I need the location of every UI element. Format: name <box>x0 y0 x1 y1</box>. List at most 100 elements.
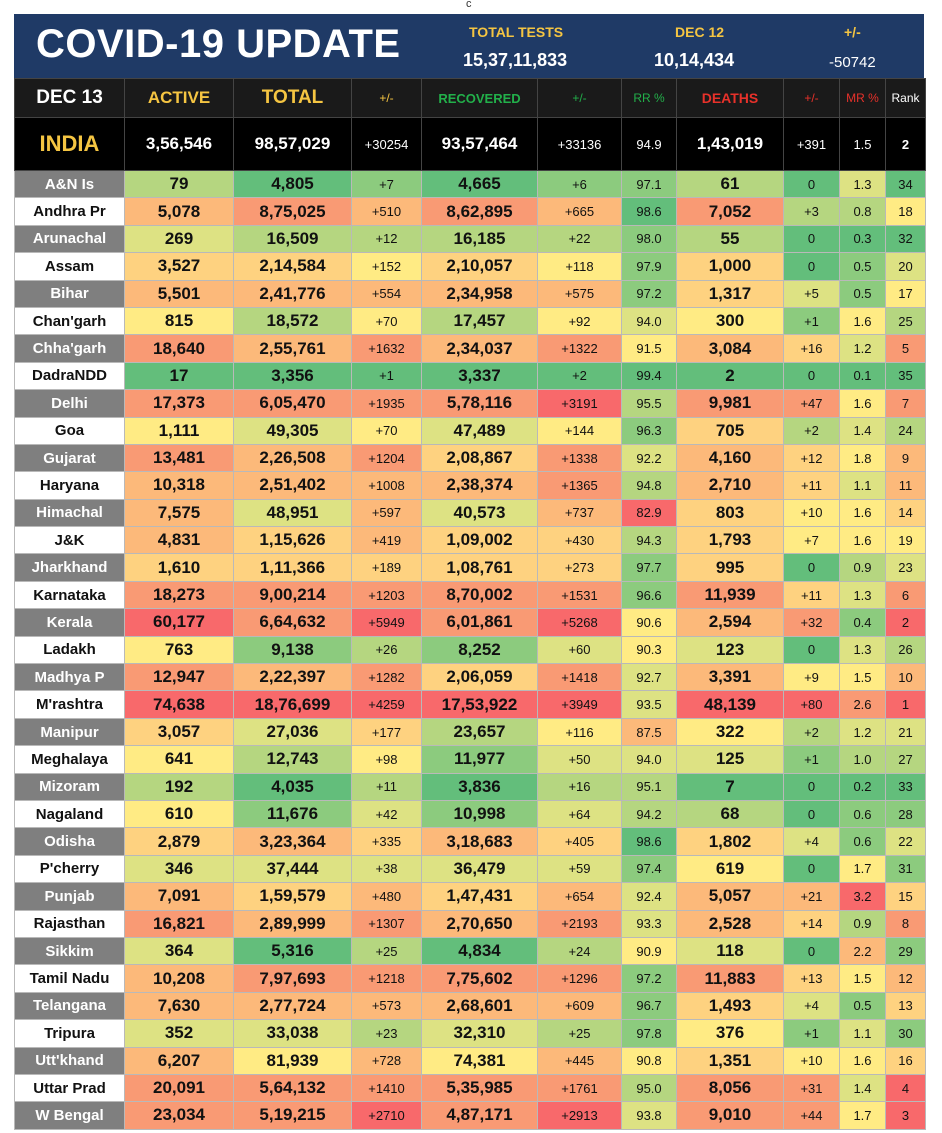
rank-cell: 23 <box>885 553 926 582</box>
total-cell: 3,23,364 <box>233 827 352 856</box>
rank-cell: 30 <box>885 1019 926 1048</box>
table-row: A&N Is 79 4,805 +7 4,665 +6 97.1 61 0 1.3 34 <box>14 169 926 199</box>
total-change-cell: +419 <box>351 526 422 555</box>
mr-cell: 1.6 <box>839 498 886 528</box>
rank-cell: 29 <box>885 936 926 966</box>
mr-cell: 1.6 <box>839 389 886 418</box>
table-row: Nagaland 610 11,676 +42 10,998 +64 94.2 68 0 0.6 2… <box>14 799 926 829</box>
total-change-cell: +5949 <box>351 608 422 637</box>
state-cell: Tamil Nadu <box>14 964 125 993</box>
total-change-cell: +1632 <box>351 334 422 363</box>
rr-cell: 90.3 <box>621 635 677 665</box>
deaths-change-cell: +4 <box>783 827 840 856</box>
total-cell: 18,76,699 <box>233 690 352 719</box>
total-change-cell: +152 <box>351 252 422 281</box>
total-cell: 27,036 <box>233 717 352 747</box>
recovered-change-cell: +64 <box>537 799 622 829</box>
india-deaths-change: +391 <box>783 117 840 171</box>
table-row: Manipur 3,057 27,036 +177 23,657 +116 87.5 322 +… <box>14 717 926 747</box>
mr-cell: 1.7 <box>839 1101 886 1130</box>
mr-cell: 1.6 <box>839 306 886 336</box>
mr-cell: 0.6 <box>839 799 886 829</box>
total-cell: 8,75,025 <box>233 197 352 226</box>
total-change-header: +/- <box>351 78 422 118</box>
mr-cell: 1.3 <box>839 635 886 665</box>
total-cell: 11,676 <box>233 799 352 829</box>
deaths-change-cell: +4 <box>783 991 840 1021</box>
recovered-cell: 2,34,037 <box>421 334 538 363</box>
state-cell: Rajasthan <box>14 909 125 938</box>
table-row: P'cherry 346 37,444 +38 36,479 +59 97.4 619 0 1.7… <box>14 854 926 884</box>
mr-cell: 0.3 <box>839 224 886 254</box>
prev-day-label: DEC 12 <box>675 24 725 40</box>
deaths-cell: 1,000 <box>676 252 784 281</box>
deaths-change-cell: +10 <box>783 1046 840 1075</box>
table-row: Goa 1,111 49,305 +70 47,489 +144 96.3 705 +2 1.4 2… <box>14 416 926 445</box>
state-cell: DadraNDD <box>14 361 125 391</box>
rr-cell: 98.6 <box>621 827 677 856</box>
total-change-cell: +554 <box>351 279 422 308</box>
mr-cell: 0.8 <box>839 197 886 226</box>
india-active: 3,56,546 <box>124 117 234 171</box>
rr-cell: 82.9 <box>621 498 677 528</box>
total-change-cell: +12 <box>351 224 422 254</box>
deaths-cell: 7,052 <box>676 197 784 226</box>
rank-header: Rank <box>885 78 926 118</box>
active-cell: 2,879 <box>124 827 234 856</box>
deaths-cell: 4,160 <box>676 443 784 473</box>
mr-cell: 3.2 <box>839 882 886 911</box>
rank-cell: 11 <box>885 471 926 500</box>
rr-cell: 98.0 <box>621 224 677 254</box>
recovered-cell: 2,06,059 <box>421 663 538 692</box>
deaths-cell: 322 <box>676 717 784 747</box>
table-row: Chha'garh 18,640 2,55,761 +1632 2,34,037 +132… <box>14 334 926 363</box>
deaths-cell: 803 <box>676 498 784 528</box>
total-change-cell: +7 <box>351 169 422 199</box>
active-cell: 20,091 <box>124 1073 234 1103</box>
deaths-cell: 3,391 <box>676 663 784 692</box>
covid-table: DEC 13 ACTIVE TOTAL +/- RECOVERED +/- RR… <box>14 78 926 1130</box>
rank-cell: 15 <box>885 882 926 911</box>
total-cell: 5,19,215 <box>233 1101 352 1130</box>
rr-cell: 93.3 <box>621 909 677 938</box>
table-row: Utt'khand 6,207 81,939 +728 74,381 +445 90.8 1,… <box>14 1046 926 1075</box>
rank-cell: 19 <box>885 526 926 555</box>
deaths-cell: 9,981 <box>676 389 784 418</box>
table-row: Himachal 7,575 48,951 +597 40,573 +737 82.9 803… <box>14 498 926 528</box>
total-change-cell: +1 <box>351 361 422 391</box>
total-change-cell: +177 <box>351 717 422 747</box>
total-change-cell: +1203 <box>351 580 422 610</box>
total-change-cell: +1204 <box>351 443 422 473</box>
table-row: Chan'garh 815 18,572 +70 17,457 +92 94.0 300 +1 1… <box>14 306 926 336</box>
active-cell: 269 <box>124 224 234 254</box>
table-row: Gujarat 13,481 2,26,508 +1204 2,08,867 +1338 9… <box>14 443 926 473</box>
recovered-cell: 2,34,958 <box>421 279 538 308</box>
table-row: Punjab 7,091 1,59,579 +480 1,47,431 +654 92.4 5… <box>14 882 926 911</box>
total-change-cell: +597 <box>351 498 422 528</box>
rr-cell: 93.5 <box>621 690 677 719</box>
recovered-change-cell: +2193 <box>537 909 622 938</box>
deaths-change-cell: 0 <box>783 635 840 665</box>
active-cell: 17 <box>124 361 234 391</box>
rr-cell: 94.8 <box>621 471 677 500</box>
total-cell: 1,11,366 <box>233 553 352 582</box>
total-header: TOTAL <box>233 78 352 118</box>
recovered-cell: 7,75,602 <box>421 964 538 993</box>
recovered-cell: 17,457 <box>421 306 538 336</box>
deaths-cell: 9,010 <box>676 1101 784 1130</box>
deaths-change-cell: 0 <box>783 553 840 582</box>
mr-cell: 0.2 <box>839 772 886 801</box>
deaths-change-cell: +11 <box>783 580 840 610</box>
total-cell: 7,97,693 <box>233 964 352 993</box>
rank-cell: 13 <box>885 991 926 1021</box>
total-change-cell: +1218 <box>351 964 422 993</box>
rank-cell: 3 <box>885 1101 926 1130</box>
active-cell: 5,078 <box>124 197 234 226</box>
deaths-change-cell: +1 <box>783 306 840 336</box>
rr-cell: 97.2 <box>621 964 677 993</box>
deaths-change-cell: 0 <box>783 854 840 884</box>
recovered-cell: 11,977 <box>421 745 538 774</box>
rr-cell: 97.2 <box>621 279 677 308</box>
total-change-cell: +1282 <box>351 663 422 692</box>
deaths-cell: 1,793 <box>676 526 784 555</box>
